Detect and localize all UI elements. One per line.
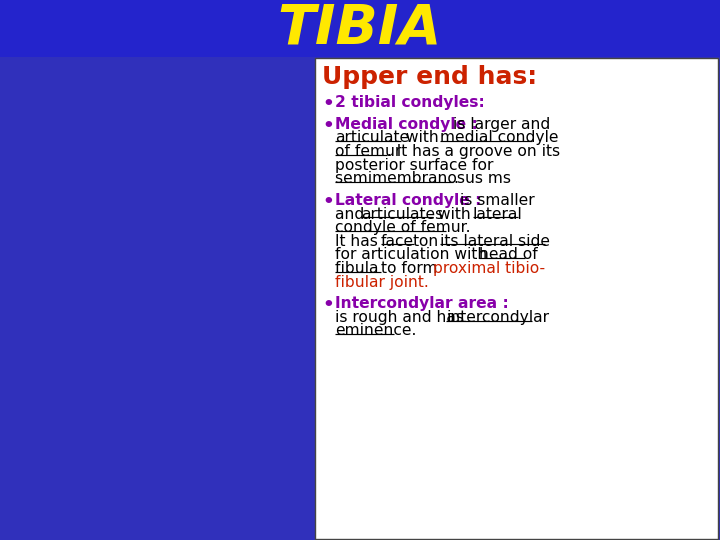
Text: .: . xyxy=(453,171,458,186)
Text: Medial condyle :: Medial condyle : xyxy=(335,117,478,132)
Text: It has: It has xyxy=(335,234,383,249)
Text: is smaller: is smaller xyxy=(455,193,534,208)
Text: •: • xyxy=(322,95,334,113)
Text: its lateral side: its lateral side xyxy=(440,234,550,249)
Text: proximal tibio-: proximal tibio- xyxy=(433,261,546,276)
Text: fibular joint.: fibular joint. xyxy=(335,274,428,289)
Text: medial condyle: medial condyle xyxy=(440,130,558,145)
Text: semimembranosus ms: semimembranosus ms xyxy=(335,171,511,186)
Text: •: • xyxy=(322,193,334,211)
Text: lateral: lateral xyxy=(472,206,522,221)
Text: is rough and has: is rough and has xyxy=(335,310,469,325)
Text: to form: to form xyxy=(381,261,442,276)
Text: fibula: fibula xyxy=(335,261,383,276)
Text: articulate: articulate xyxy=(335,130,409,145)
Text: with: with xyxy=(400,130,443,145)
Text: •: • xyxy=(322,117,334,135)
FancyBboxPatch shape xyxy=(0,57,314,540)
Text: facet: facet xyxy=(381,234,420,249)
Text: Intercondylar area :: Intercondylar area : xyxy=(335,296,509,311)
Text: Upper end has:: Upper end has: xyxy=(322,65,537,89)
Text: . It has a groove on its: . It has a groove on its xyxy=(387,144,561,159)
Text: on: on xyxy=(413,234,443,249)
Text: TIBIA: TIBIA xyxy=(278,2,442,56)
FancyBboxPatch shape xyxy=(0,0,720,57)
FancyBboxPatch shape xyxy=(315,58,718,539)
Text: of femur: of femur xyxy=(335,144,401,159)
Text: articulates: articulates xyxy=(361,206,444,221)
Text: and: and xyxy=(335,206,369,221)
Text: head of: head of xyxy=(479,247,538,262)
Text: for articulation with: for articulation with xyxy=(335,247,492,262)
Text: condyle of femur.: condyle of femur. xyxy=(335,220,470,235)
Text: eminence.: eminence. xyxy=(335,323,416,339)
Text: with: with xyxy=(433,206,476,221)
Text: intercondylar: intercondylar xyxy=(446,310,549,325)
Text: 2 tibial condyles:: 2 tibial condyles: xyxy=(335,95,485,110)
Text: posterior surface for: posterior surface for xyxy=(335,158,493,173)
Text: is larger and: is larger and xyxy=(448,117,550,132)
Text: Lateral condyle :: Lateral condyle : xyxy=(335,193,482,208)
Text: •: • xyxy=(322,296,334,314)
